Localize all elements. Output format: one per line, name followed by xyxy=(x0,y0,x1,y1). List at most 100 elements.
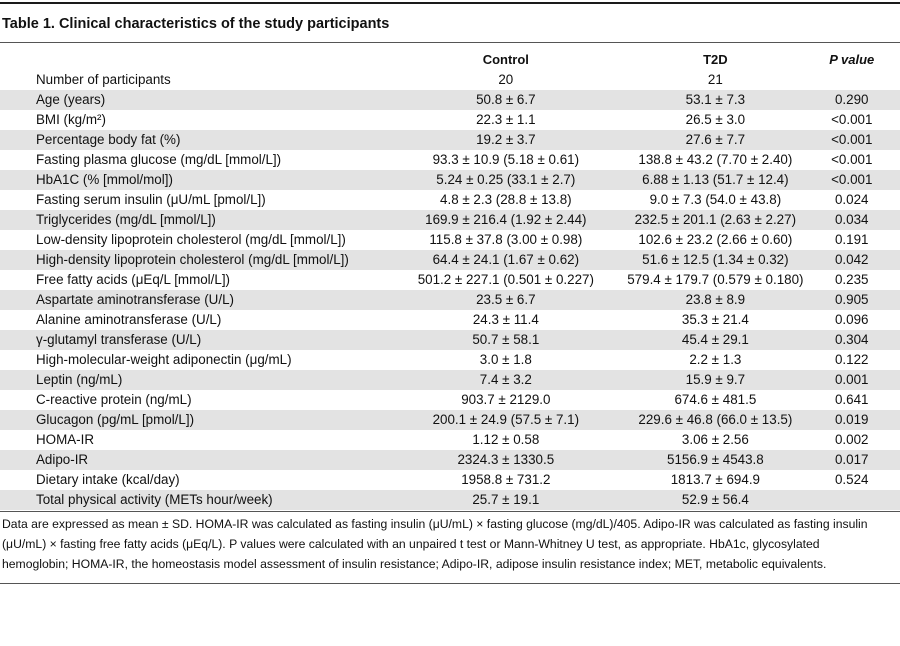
table-row: BMI (kg/m²) 22.3 ± 1.1 26.5 ± 3.0 <0.001 xyxy=(0,110,900,130)
t2d-value: 138.8 ± 43.2 (7.70 ± 2.40) xyxy=(627,150,804,170)
t2d-value: 52.9 ± 56.4 xyxy=(627,490,804,510)
table-row: γ-glutamyl transferase (U/L) 50.7 ± 58.1 4… xyxy=(0,330,900,350)
row-label: Low-density lipoprotein cholesterol (mg/… xyxy=(0,230,385,250)
row-label: Total physical activity (METs hour/week) xyxy=(0,490,385,510)
p-value: 0.017 xyxy=(803,450,900,470)
p-value: 0.905 xyxy=(803,290,900,310)
clinical-characteristics-table: Control T2D P value Number of participan… xyxy=(0,50,900,510)
table-body: Number of participants 20 21 Age (years) 50.… xyxy=(0,70,900,510)
table-row: HOMA-IR 1.12 ± 0.58 3.06 ± 2.56 0.002 xyxy=(0,430,900,450)
t2d-value: 232.5 ± 201.1 (2.63 ± 2.27) xyxy=(627,210,804,230)
table-row: Fasting serum insulin (μU/mL [pmol/L]) 4.… xyxy=(0,190,900,210)
control-value: 24.3 ± 11.4 xyxy=(384,310,628,330)
control-value: 64.4 ± 24.1 (1.67 ± 0.62) xyxy=(384,250,628,270)
p-value: 0.122 xyxy=(803,350,900,370)
table-title: Table 1. Clinical characteristics of the… xyxy=(2,16,390,32)
control-value: 169.9 ± 216.4 (1.92 ± 2.44) xyxy=(384,210,628,230)
row-label: Alanine aminotransferase (U/L) xyxy=(0,310,385,330)
p-value: <0.001 xyxy=(803,170,900,190)
p-value-column-header: P value xyxy=(803,50,900,70)
t2d-value: 15.9 ± 9.7 xyxy=(627,370,804,390)
control-column-header: Control xyxy=(384,50,628,70)
t2d-value: 21 xyxy=(627,70,804,90)
table-row: Adipo-IR 2324.3 ± 1330.5 5156.9 ± 4543.8 0.… xyxy=(0,450,900,470)
p-value: 0.096 xyxy=(803,310,900,330)
table-row: High-molecular-weight adiponectin (μg/mL… xyxy=(0,350,900,370)
t2d-value: 9.0 ± 7.3 (54.0 ± 43.8) xyxy=(627,190,804,210)
row-label: Free fatty acids (μEq/L [mmol/L]) xyxy=(0,270,385,290)
control-value: 1958.8 ± 731.2 xyxy=(384,470,628,490)
table-footnote: Data are expressed as mean ± SD. HOMA-IR… xyxy=(2,517,868,571)
t2d-value: 6.88 ± 1.13 (51.7 ± 12.4) xyxy=(627,170,804,190)
t2d-value: 51.6 ± 12.5 (1.34 ± 0.32) xyxy=(627,250,804,270)
table-row: Aspartate aminotransferase (U/L) 23.5 ± 6… xyxy=(0,290,900,310)
p-value: 0.001 xyxy=(803,370,900,390)
header-rule xyxy=(0,42,900,43)
p-value: 0.019 xyxy=(803,410,900,430)
control-value: 501.2 ± 227.1 (0.501 ± 0.227) xyxy=(384,270,628,290)
control-value: 20 xyxy=(384,70,628,90)
table-row: Percentage body fat (%) 19.2 ± 3.7 27.6 ± … xyxy=(0,130,900,150)
p-value: 0.002 xyxy=(803,430,900,450)
table-row: HbA1C (% [mmol/mol]) 5.24 ± 0.25 (33.1 ± … xyxy=(0,170,900,190)
p-value: <0.001 xyxy=(803,130,900,150)
control-value: 115.8 ± 37.8 (3.00 ± 0.98) xyxy=(384,230,628,250)
control-value: 1.12 ± 0.58 xyxy=(384,430,628,450)
table-end-rule xyxy=(0,511,900,512)
control-value: 19.2 ± 3.7 xyxy=(384,130,628,150)
row-label: Adipo-IR xyxy=(0,450,385,470)
t2d-column-header: T2D xyxy=(627,50,804,70)
control-value: 50.7 ± 58.1 xyxy=(384,330,628,350)
control-value: 200.1 ± 24.9 (57.5 ± 7.1) xyxy=(384,410,628,430)
row-label: Percentage body fat (%) xyxy=(0,130,385,150)
p-value: 0.304 xyxy=(803,330,900,350)
control-value: 50.8 ± 6.7 xyxy=(384,90,628,110)
t2d-value: 45.4 ± 29.1 xyxy=(627,330,804,350)
row-label: Number of participants xyxy=(0,70,385,90)
p-value xyxy=(803,70,900,90)
p-value: 0.191 xyxy=(803,230,900,250)
control-value: 903.7 ± 2129.0 xyxy=(384,390,628,410)
control-value: 23.5 ± 6.7 xyxy=(384,290,628,310)
row-label: Leptin (ng/mL) xyxy=(0,370,385,390)
top-rule xyxy=(0,2,900,4)
t2d-value: 102.6 ± 23.2 (2.66 ± 0.60) xyxy=(627,230,804,250)
row-label: High-molecular-weight adiponectin (μg/mL… xyxy=(0,350,385,370)
t2d-value: 26.5 ± 3.0 xyxy=(627,110,804,130)
control-value: 4.8 ± 2.3 (28.8 ± 13.8) xyxy=(384,190,628,210)
row-label: Aspartate aminotransferase (U/L) xyxy=(0,290,385,310)
table-row: Total physical activity (METs hour/week)… xyxy=(0,490,900,510)
table-row: Low-density lipoprotein cholesterol (mg/… xyxy=(0,230,900,250)
t2d-value: 53.1 ± 7.3 xyxy=(627,90,804,110)
t2d-value: 23.8 ± 8.9 xyxy=(627,290,804,310)
row-label: Age (years) xyxy=(0,90,385,110)
p-value: 0.524 xyxy=(803,470,900,490)
row-label: HOMA-IR xyxy=(0,430,385,450)
control-value: 3.0 ± 1.8 xyxy=(384,350,628,370)
p-value: 0.024 xyxy=(803,190,900,210)
row-label: C-reactive protein (ng/mL) xyxy=(0,390,385,410)
t2d-value: 3.06 ± 2.56 xyxy=(627,430,804,450)
control-value: 7.4 ± 3.2 xyxy=(384,370,628,390)
table-row: C-reactive protein (ng/mL) 903.7 ± 2129.0… xyxy=(0,390,900,410)
control-value: 93.3 ± 10.9 (5.18 ± 0.61) xyxy=(384,150,628,170)
table-row: Age (years) 50.8 ± 6.7 53.1 ± 7.3 0.290 xyxy=(0,90,900,110)
control-value: 5.24 ± 0.25 (33.1 ± 2.7) xyxy=(384,170,628,190)
t2d-value: 5156.9 ± 4543.8 xyxy=(627,450,804,470)
row-label: Triglycerides (mg/dL [mmol/L]) xyxy=(0,210,385,230)
table-row: High-density lipoprotein cholesterol (mg… xyxy=(0,250,900,270)
p-value xyxy=(803,490,900,510)
bottom-rule xyxy=(0,583,900,584)
row-label: Fasting plasma glucose (mg/dL [mmol/L]) xyxy=(0,150,385,170)
table-row: Dietary intake (kcal/day) 1958.8 ± 731.2 1… xyxy=(0,470,900,490)
p-value: 0.235 xyxy=(803,270,900,290)
t2d-value: 2.2 ± 1.3 xyxy=(627,350,804,370)
row-label: Dietary intake (kcal/day) xyxy=(0,470,385,490)
p-value: <0.001 xyxy=(803,110,900,130)
table-row: Alanine aminotransferase (U/L) 24.3 ± 11.… xyxy=(0,310,900,330)
row-label: HbA1C (% [mmol/mol]) xyxy=(0,170,385,190)
row-label: γ-glutamyl transferase (U/L) xyxy=(0,330,385,350)
table-row: Free fatty acids (μEq/L [mmol/L]) 501.2 ±… xyxy=(0,270,900,290)
control-value: 22.3 ± 1.1 xyxy=(384,110,628,130)
table-row: Leptin (ng/mL) 7.4 ± 3.2 15.9 ± 9.7 0.001 xyxy=(0,370,900,390)
